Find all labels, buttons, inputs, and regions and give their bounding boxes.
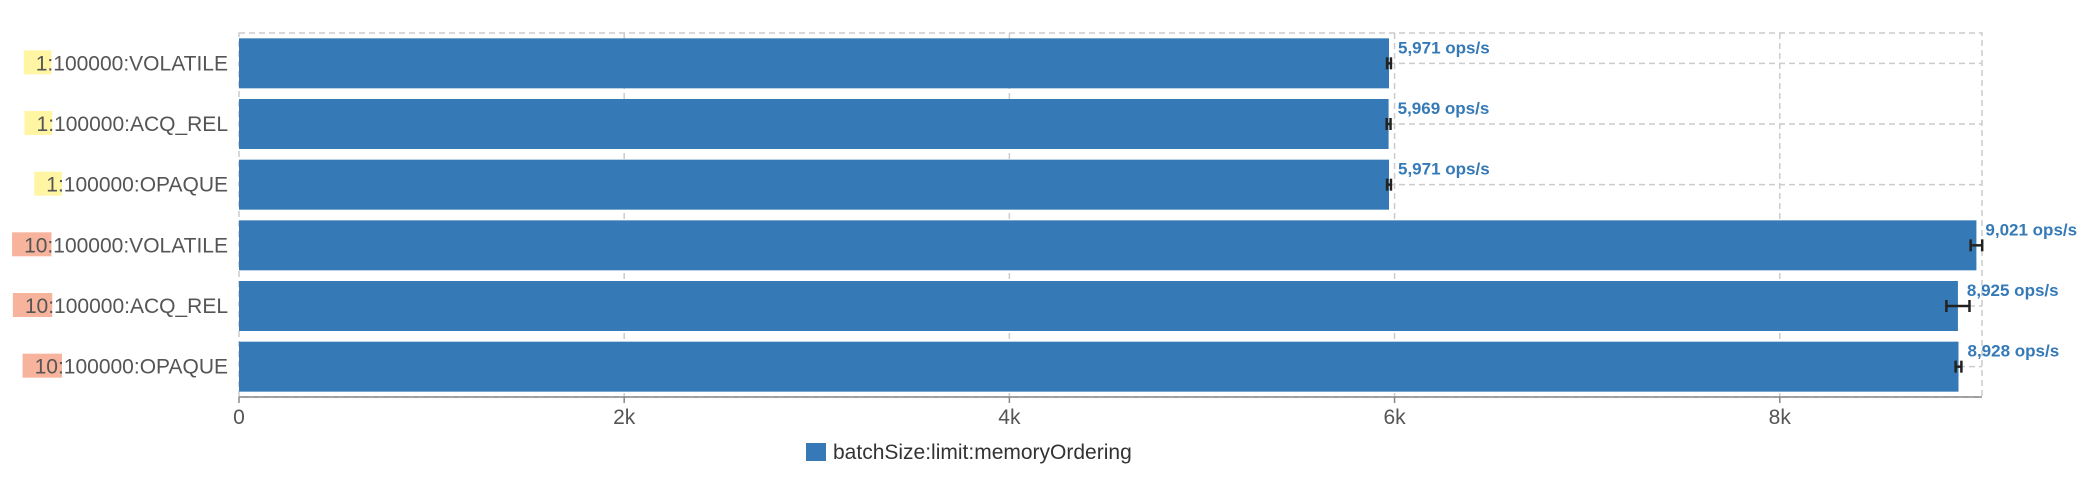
category-label: 10:100000:ACQ_REL xyxy=(25,295,228,318)
category-label: 10:100000:OPAQUE xyxy=(35,356,228,379)
data-label: 5,971 ops/s xyxy=(1398,38,1490,57)
bar xyxy=(239,38,1389,89)
data-label: 5,971 ops/s xyxy=(1398,160,1490,179)
x-tick-label: 4k xyxy=(998,406,1021,429)
category-highlight xyxy=(22,353,62,378)
data-label: 8,928 ops/s xyxy=(1968,342,2060,361)
x-tick-label: 2k xyxy=(613,406,636,429)
category-label: 1:100000:VOLATILE xyxy=(36,52,228,75)
x-tick-label: 0 xyxy=(233,406,245,429)
bar xyxy=(239,159,1389,210)
data-label: 5,969 ops/s xyxy=(1398,99,1490,118)
bar xyxy=(239,341,1959,392)
x-tick-label: 6k xyxy=(1383,406,1406,429)
category-label: 1:100000:OPAQUE xyxy=(46,174,228,197)
bar xyxy=(239,220,1977,271)
category-label: 10:100000:VOLATILE xyxy=(24,234,228,257)
category-highlight xyxy=(12,293,53,317)
bar xyxy=(239,281,1958,331)
category-label: 1:100000:ACQ_REL xyxy=(37,113,228,136)
x-tick-label: 8k xyxy=(1769,406,1792,429)
category-highlight xyxy=(23,50,52,75)
category-highlight xyxy=(12,232,52,257)
category-highlight xyxy=(34,171,62,196)
bar xyxy=(239,99,1389,149)
plot-border xyxy=(238,32,1983,398)
legend-label: batchSize:limit:memoryOrdering xyxy=(833,441,1132,464)
data-label: 8,925 ops/s xyxy=(1967,281,2059,300)
category-highlight xyxy=(24,111,53,135)
data-label: 9,021 ops/s xyxy=(1985,220,2077,239)
legend-swatch xyxy=(806,443,826,461)
